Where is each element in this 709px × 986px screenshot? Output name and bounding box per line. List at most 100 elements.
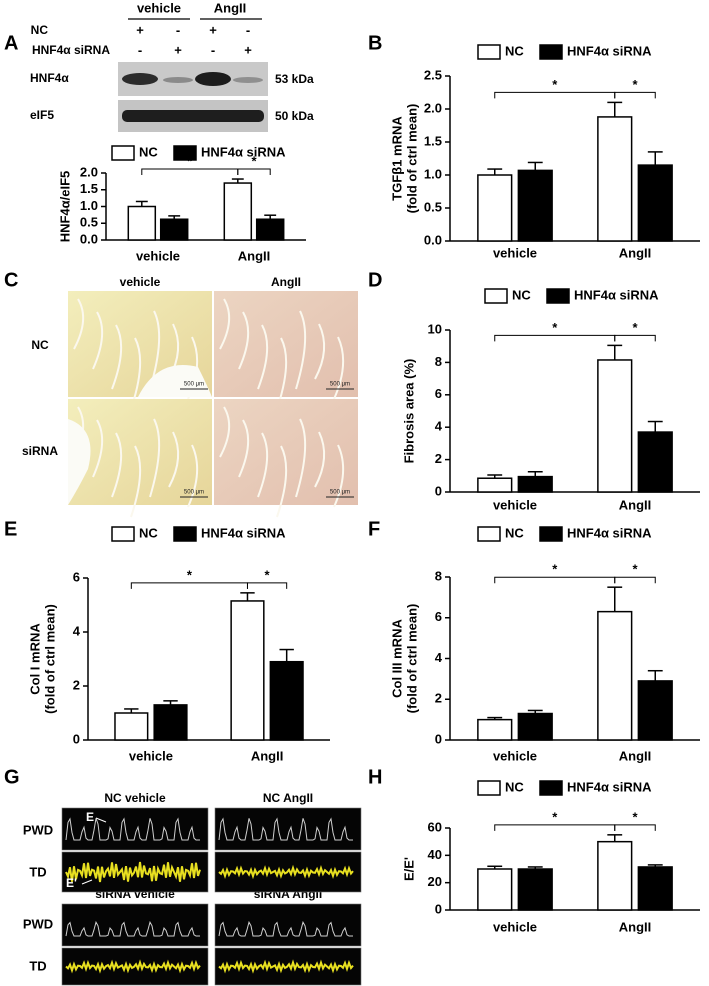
y-tick-label: 1.5: [424, 133, 442, 148]
bar: [159, 218, 189, 241]
tissue-crack: [130, 445, 142, 518]
echo-trace: [65, 959, 201, 974]
panel-letter: A: [4, 32, 18, 54]
sign: -: [138, 42, 142, 57]
y-tick-label: 1.5: [80, 181, 98, 196]
y-tick-label: 10: [428, 321, 442, 336]
y-tick-label: 6: [435, 386, 442, 401]
panel-letter: D: [368, 269, 382, 291]
column-label: vehicle: [120, 275, 161, 289]
bar: [223, 182, 253, 241]
echo-title: NC AngII: [263, 791, 313, 805]
scale-bar-label: 500 μm: [184, 490, 204, 496]
tissue-crack: [257, 432, 269, 498]
y-tick-label: 6: [435, 609, 442, 624]
x-tick-label: vehicle: [136, 248, 180, 263]
bar: [517, 868, 553, 911]
x-tick-label: vehicle: [493, 748, 537, 763]
legend-swatch: [173, 145, 197, 161]
histology-image: [214, 291, 358, 397]
tissue-crack: [149, 418, 161, 498]
significance-bracket: [494, 824, 616, 831]
row-label: siRNA: [22, 444, 58, 458]
sign: -: [176, 22, 180, 37]
legend-label: NC: [505, 525, 524, 540]
echo-image: [214, 903, 362, 947]
y-tick-label: 0.5: [80, 215, 98, 230]
y-tick-label: 4: [435, 650, 443, 665]
y-tick-label: 40: [428, 847, 442, 862]
y-tick-label: 20: [428, 874, 442, 889]
legend-label: NC: [505, 779, 524, 794]
bar: [153, 704, 188, 741]
x-tick-label: AngII: [251, 748, 284, 763]
legend-label: HNF4α siRNA: [567, 43, 652, 58]
significance-bracket: [614, 91, 656, 99]
legend-swatch: [484, 288, 508, 304]
legend-label: NC: [505, 43, 524, 58]
significance-bracket: [141, 168, 239, 176]
echo-image: [61, 807, 209, 851]
x-tick-label: AngII: [619, 497, 652, 512]
legend-swatch: [111, 145, 135, 161]
panel-letter: G: [4, 766, 20, 788]
bar: [114, 712, 149, 741]
band-label: HNF4α: [30, 71, 69, 85]
blot-band: [122, 110, 264, 122]
echo-trace: [218, 817, 353, 841]
blot-group: vehicle: [137, 0, 181, 15]
y-tick-label: 0: [73, 731, 80, 746]
significance-bracket: [246, 582, 288, 589]
y-tick-label: 2: [73, 677, 80, 692]
y-axis-label: (fold of ctrl mean): [404, 104, 419, 214]
echo-row: TD: [29, 864, 46, 879]
tissue-crack: [295, 418, 307, 498]
significance-label: *: [632, 320, 638, 335]
significance-label: *: [251, 153, 257, 168]
bar: [597, 359, 633, 493]
y-tick-label: 2: [435, 451, 442, 466]
legend-swatch: [546, 288, 570, 304]
bar: [517, 712, 553, 741]
sign: -: [211, 42, 215, 57]
blot-band: [195, 72, 231, 86]
bar: [517, 169, 553, 242]
tissue-crack: [295, 310, 307, 390]
significance-bracket: [494, 576, 616, 584]
sign: +: [136, 22, 144, 37]
bar: [597, 610, 633, 741]
legend-swatch: [173, 526, 197, 542]
histology-image: [68, 399, 212, 505]
y-axis-label: Col I mRNA: [27, 623, 42, 695]
y-tick-label: 0.0: [424, 232, 442, 247]
y-tick-label: 2: [435, 691, 442, 706]
significance-label: *: [552, 320, 558, 335]
panel-letter: B: [368, 32, 382, 54]
bar: [637, 164, 673, 242]
y-tick-label: 4: [73, 623, 81, 638]
legend-swatch: [477, 526, 501, 542]
significance-label: *: [552, 77, 558, 92]
tissue-crack: [314, 323, 326, 380]
y-axis-label: HNF4α/eIF5: [57, 171, 72, 243]
band-label: eIF5: [30, 108, 54, 122]
echo-trace: [218, 959, 354, 974]
sign: +: [174, 42, 182, 57]
y-tick-label: 2.0: [80, 164, 98, 179]
legend-label: NC: [139, 144, 158, 159]
y-tick-label: 60: [428, 819, 442, 834]
y-tick-label: 0.5: [424, 199, 442, 214]
echo-trace: [65, 920, 200, 937]
x-tick-label: AngII: [619, 245, 652, 260]
sign: +: [244, 42, 252, 57]
y-tick-label: 2.0: [424, 100, 442, 115]
blot-group: AngII: [214, 0, 247, 15]
tissue-crack: [73, 298, 85, 350]
row-label: NC: [31, 338, 49, 352]
tissue-crack: [92, 311, 104, 370]
significance-bracket: [614, 824, 656, 831]
tissue-crack: [168, 431, 180, 488]
legend-label: NC: [139, 525, 158, 540]
